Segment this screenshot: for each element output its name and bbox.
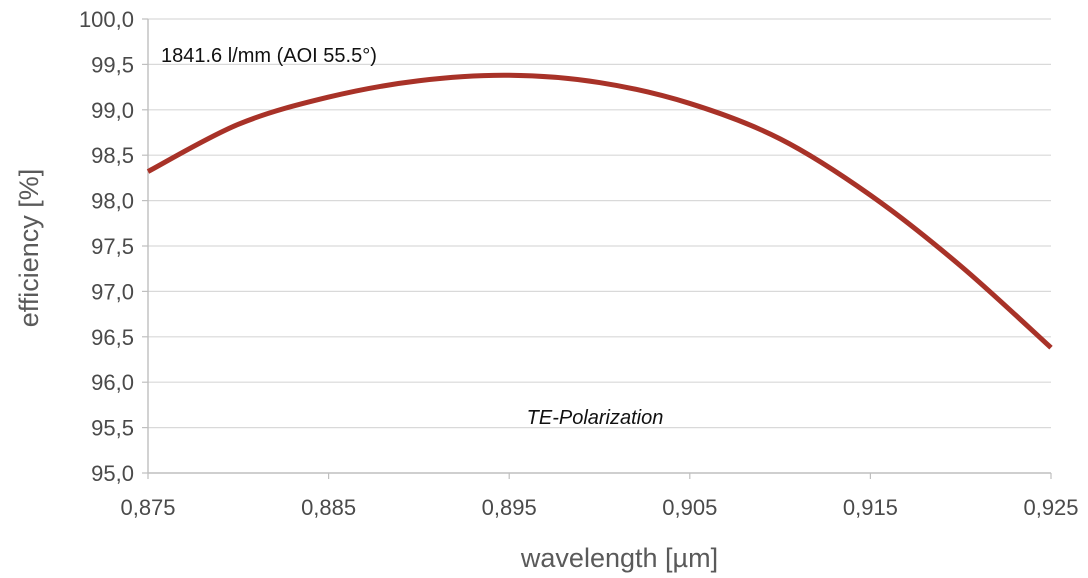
y-tick-label: 95,0 — [91, 461, 134, 486]
x-tick-label: 0,875 — [120, 495, 175, 520]
y-tick-label: 99,0 — [91, 98, 134, 123]
x-tick-label: 0,895 — [482, 495, 537, 520]
x-tick-label: 0,905 — [662, 495, 717, 520]
label-layer: 95,0 95,5 96,0 96,5 97,0 97,5 98,0 98,5 99,0 99,5… — [14, 7, 1079, 573]
grating-annotation: 1841.6 l/mm (AOI 55.5°) — [161, 45, 377, 67]
y-axis-title: efficiency [%] — [14, 169, 44, 328]
series-layer — [146, 72, 1053, 350]
x-axis-title: wavelength [µm] — [520, 543, 718, 573]
grid-layer — [148, 18, 1051, 429]
y-tick-label: 99,5 — [91, 52, 134, 77]
y-tick-label: 95,5 — [91, 416, 134, 441]
x-tick-label: 0,915 — [843, 495, 898, 520]
axis-layer — [142, 18, 1052, 479]
x-tick-label: 0,885 — [301, 495, 356, 520]
y-tick-label: 97,5 — [91, 234, 134, 259]
y-tick-label: 96,5 — [91, 325, 134, 350]
y-tick-label: 100,0 — [79, 7, 134, 32]
y-tick-label: 97,0 — [91, 279, 134, 304]
y-tick-label: 96,0 — [91, 370, 134, 395]
x-tick-label: 0,925 — [1023, 495, 1078, 520]
polarization-annotation: TE-Polarization — [527, 407, 664, 429]
y-tick-label: 98,5 — [91, 143, 134, 168]
y-tick-label: 98,0 — [91, 189, 134, 214]
efficiency-series-line — [146, 72, 1053, 350]
